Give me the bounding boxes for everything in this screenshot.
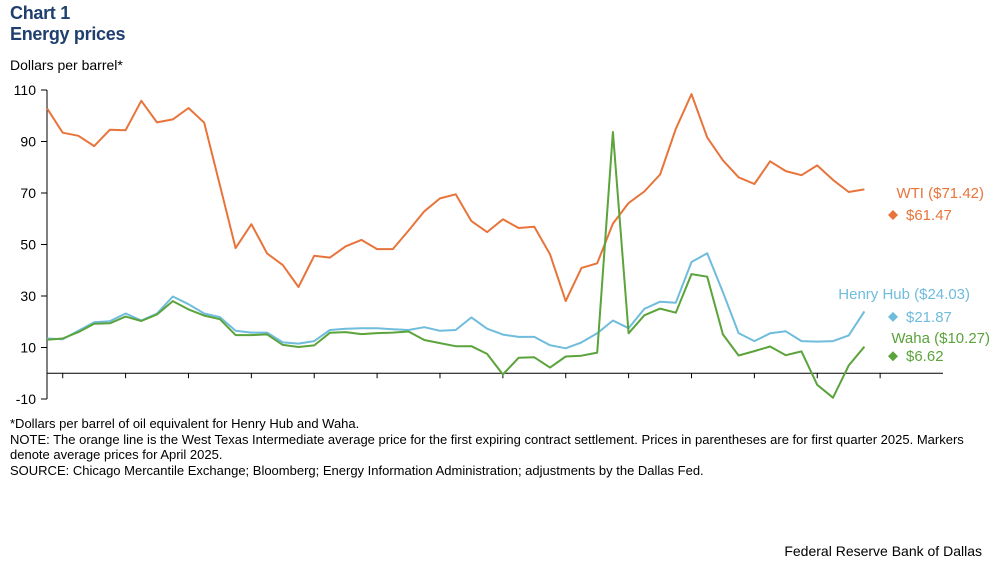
- x-tick-label: 2023: [770, 409, 801, 410]
- x-axis: 2012 2013 2014 2015 2016 2017 2018 2019 2020 2021…: [47, 372, 943, 410]
- april-marker-wti: [888, 209, 898, 220]
- chart-title-block: Chart 1 Energy prices: [10, 3, 125, 45]
- series-line-wti: [46, 93, 865, 303]
- april-marker-waha: [888, 351, 898, 362]
- footnote-asterisk: *Dollars per barrel of oil equivalent fo…: [10, 416, 360, 431]
- y-tick-label: 50: [20, 237, 36, 253]
- series-line-waha: [46, 131, 866, 399]
- chart-number: Chart 1: [10, 3, 70, 23]
- y-tick-label: 90: [20, 134, 36, 150]
- x-tick-label: 2021: [644, 409, 675, 410]
- series-label-henry-hub: Henry Hub ($24.03): [838, 286, 970, 303]
- y-tick-label: 30: [20, 288, 36, 304]
- footnotes: *Dollars per barrel of oil equivalent fo…: [10, 416, 970, 478]
- x-tick-label: 2017: [393, 409, 424, 410]
- series-label-wti: WTI ($71.42): [896, 185, 984, 202]
- y-axis: -10 10 30 50 70 90 110: [14, 82, 48, 407]
- marker-value-label: $6.62: [906, 348, 944, 365]
- x-tick-label: 2020: [582, 409, 613, 410]
- x-tick-label: 2015: [267, 409, 298, 410]
- x-tick-label: 2018: [456, 409, 487, 410]
- x-tick-label: 2014: [204, 409, 235, 410]
- unit-label: Dollars per barrel*: [10, 57, 123, 73]
- x-tick-label: 2025: [896, 409, 927, 410]
- series-labels: WTI ($71.42) Henry Hub ($24.03) Waha ($10.…: [838, 185, 990, 347]
- x-tick-label: 2024: [833, 409, 864, 410]
- credit-line: Federal Reserve Bank of Dallas: [784, 543, 982, 559]
- marker-value-label: $21.87: [906, 309, 952, 326]
- x-tick-label: 2012: [79, 409, 110, 410]
- y-tick-label: 70: [20, 185, 36, 201]
- x-tick-label: 2019: [519, 409, 550, 410]
- april-marker-henry-hub: [888, 311, 898, 322]
- marker-value-label: $61.47: [906, 207, 952, 224]
- footnote-note: NOTE: The orange line is the West Texas …: [10, 431, 964, 463]
- series-label-waha: Waha ($10.27): [891, 330, 990, 347]
- chart-title: Energy prices: [10, 24, 126, 44]
- footnote-source: SOURCE: Chicago Mercantile Exchange; Blo…: [10, 462, 704, 478]
- y-tick-label: -10: [16, 391, 36, 407]
- series-line-henry-hub: [46, 252, 866, 350]
- x-tick-label: 2013: [141, 409, 172, 410]
- x-tick-label: 2016: [330, 409, 361, 410]
- series-markers: $61.47 $21.87 $6.62: [888, 207, 952, 365]
- y-tick-label: 10: [20, 340, 36, 356]
- series-lines: [46, 93, 866, 399]
- x-tick-label: 2022: [707, 409, 738, 410]
- y-tick-label: 110: [14, 82, 37, 98]
